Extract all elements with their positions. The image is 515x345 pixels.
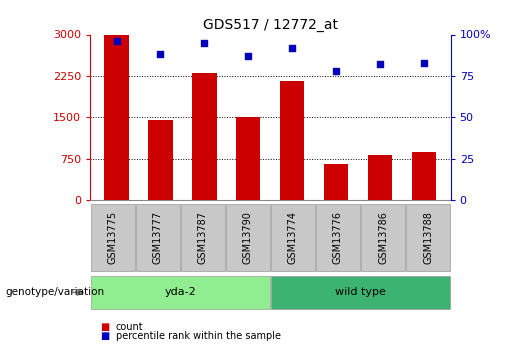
Point [288,45,297,50]
Text: GSM13788: GSM13788 [423,211,433,264]
Point [200,40,209,46]
Bar [148,120,173,200]
Text: GSM13787: GSM13787 [198,211,208,264]
Text: GSM13786: GSM13786 [378,211,388,264]
Text: wild type: wild type [335,287,386,297]
Bar [324,164,349,200]
Bar [280,81,304,200]
Text: GSM13777: GSM13777 [153,211,163,264]
Point [332,68,340,74]
Bar [105,34,129,200]
Text: GSM13774: GSM13774 [288,211,298,264]
Text: percentile rank within the sample: percentile rank within the sample [116,332,281,341]
Text: GSM13776: GSM13776 [333,211,343,264]
Text: ■: ■ [100,332,110,341]
Point [244,53,252,59]
Point [376,61,384,67]
Text: genotype/variation: genotype/variation [5,287,104,297]
Point [157,52,165,57]
Point [420,60,428,66]
Bar [192,73,216,200]
Text: yda-2: yda-2 [164,287,196,297]
Text: GSM13775: GSM13775 [108,211,117,264]
Title: GDS517 / 12772_at: GDS517 / 12772_at [203,18,338,32]
Text: count: count [116,322,144,332]
Bar [368,155,392,200]
Text: GSM13790: GSM13790 [243,211,253,264]
Bar [412,152,436,200]
Bar [236,117,261,200]
Text: ■: ■ [100,322,110,332]
Point [112,38,121,44]
